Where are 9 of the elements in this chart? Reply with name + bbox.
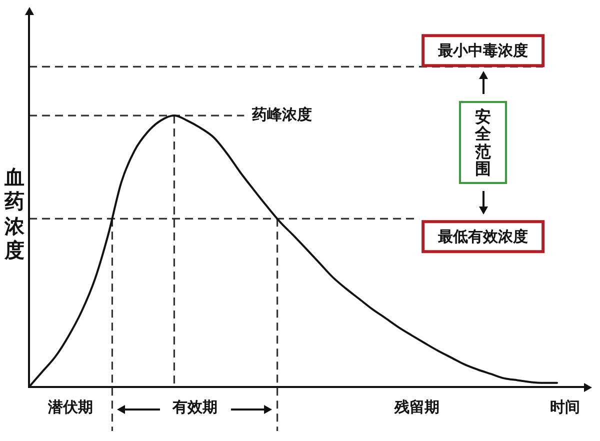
- text: 潜伏期: [47, 398, 94, 416]
- ref-line-label: 最低有效浓度: [437, 228, 528, 246]
- ref-line-label: 最小中毒浓度: [437, 42, 528, 60]
- x-axis-title: 时间: [550, 398, 580, 416]
- text: 有效期: [171, 398, 218, 416]
- text: 残留期: [394, 398, 440, 416]
- y-axis-title: 血药浓度: [4, 165, 24, 263]
- ref-line-label: 药峰浓度: [251, 105, 312, 124]
- annotation: 安全范围: [459, 101, 508, 184]
